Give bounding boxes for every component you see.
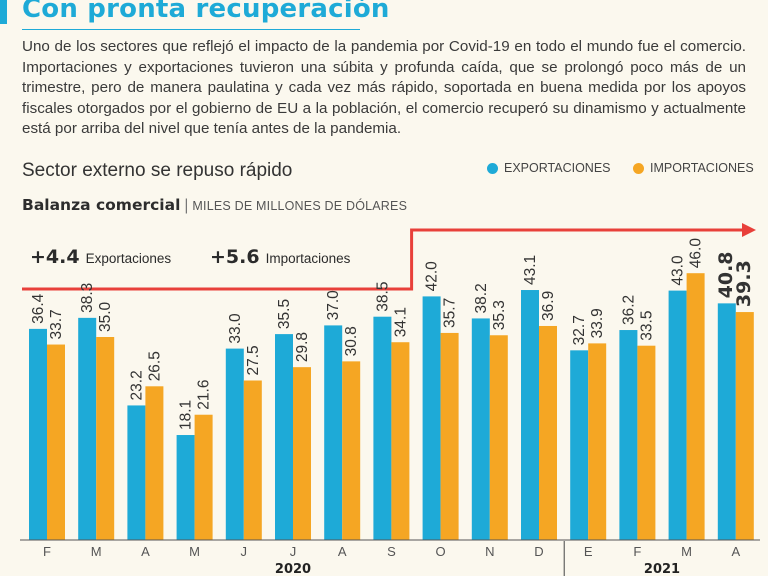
value-label-exportaciones-4: 33.0 bbox=[227, 313, 244, 344]
value-label-importaciones-9: 35.3 bbox=[491, 300, 508, 330]
chart-subtitle: Sector externo se repuso rápido bbox=[22, 160, 293, 181]
x-tick-label-12: F bbox=[633, 544, 641, 559]
chart-title: Balanza comercial | MILES DE MILLONES DE D… bbox=[22, 196, 408, 214]
legend-label-exportaciones: EXPORTACIONES bbox=[504, 161, 611, 175]
value-label-exportaciones-0: 36.4 bbox=[30, 293, 47, 324]
value-label-importaciones-1: 35.0 bbox=[97, 301, 114, 332]
year-label-2021: 2021 bbox=[644, 562, 680, 576]
value-label-exportaciones-5: 35.5 bbox=[276, 299, 293, 329]
bar-exportaciones-13 bbox=[668, 290, 687, 540]
bar-exportaciones-1 bbox=[78, 317, 97, 540]
bar-exportaciones-5 bbox=[275, 334, 293, 540]
bar-importaciones-6 bbox=[342, 361, 361, 540]
value-label-importaciones-5: 29.8 bbox=[294, 332, 311, 362]
x-tick-label-3: M bbox=[189, 544, 200, 559]
value-label-exportaciones-8: 42.0 bbox=[424, 261, 441, 292]
x-tick-label-5: J bbox=[290, 544, 297, 559]
x-tick-label-0: F bbox=[43, 544, 51, 559]
value-label-exportaciones-14: 40.8 bbox=[715, 251, 737, 298]
year-label-2020: 2020 bbox=[275, 562, 311, 576]
value-label-exportaciones-3: 18.1 bbox=[178, 400, 195, 430]
bar-importaciones-7 bbox=[391, 342, 410, 540]
bar-importaciones-9 bbox=[489, 335, 508, 540]
value-label-exportaciones-6: 37.0 bbox=[325, 290, 342, 321]
legend-dot-importaciones bbox=[633, 162, 644, 174]
x-tick-label-1: M bbox=[91, 544, 102, 559]
x-tick-label-14: A bbox=[731, 544, 740, 559]
value-label-importaciones-4: 27.5 bbox=[245, 345, 262, 375]
value-label-exportaciones-7: 38.5 bbox=[374, 282, 391, 312]
x-tick-label-10: D bbox=[534, 544, 543, 559]
trend-arrowhead bbox=[742, 223, 756, 237]
x-tick-label-11: E bbox=[584, 544, 593, 559]
bar-importaciones-13 bbox=[686, 273, 705, 540]
bar-exportaciones-6 bbox=[324, 325, 343, 540]
value-label-importaciones-8: 35.7 bbox=[442, 298, 459, 328]
value-label-exportaciones-12: 36.2 bbox=[620, 295, 637, 325]
bar-importaciones-2 bbox=[145, 386, 164, 540]
bar-exportaciones-3 bbox=[176, 435, 195, 540]
page-title: Con pronta recuperación bbox=[22, 0, 390, 24]
value-label-importaciones-10: 36.9 bbox=[540, 291, 557, 321]
bar-exportaciones-9 bbox=[471, 318, 490, 540]
bar-exportaciones-0 bbox=[29, 328, 47, 540]
value-label-importaciones-14: 39.3 bbox=[733, 260, 755, 307]
bar-importaciones-5 bbox=[293, 367, 311, 540]
legend-dot-exportaciones bbox=[487, 162, 498, 174]
bar-exportaciones-12 bbox=[619, 330, 638, 540]
title-accent-bar bbox=[0, 0, 7, 24]
bar-exportaciones-11 bbox=[570, 350, 589, 540]
value-label-exportaciones-13: 43.0 bbox=[670, 255, 687, 286]
bar-importaciones-0 bbox=[47, 344, 65, 540]
chart-unit: MILES DE MILLONES DE DÓLARES bbox=[192, 199, 408, 213]
legend-item-exportaciones: EXPORTACIONES bbox=[487, 161, 611, 175]
value-label-exportaciones-1: 38.3 bbox=[79, 283, 96, 313]
value-label-exportaciones-9: 38.2 bbox=[473, 283, 490, 313]
bar-importaciones-8 bbox=[440, 332, 459, 540]
bar-importaciones-14 bbox=[735, 312, 754, 540]
bar-exportaciones-4 bbox=[225, 348, 244, 540]
value-label-exportaciones-10: 43.1 bbox=[522, 255, 539, 285]
bar-importaciones-11 bbox=[588, 343, 607, 540]
title-underline bbox=[22, 29, 360, 30]
value-label-importaciones-12: 33.5 bbox=[638, 311, 655, 341]
bar-exportaciones-2 bbox=[127, 405, 146, 540]
x-tick-label-2: A bbox=[141, 544, 150, 559]
x-tick-label-9: N bbox=[485, 544, 494, 559]
bar-importaciones-12 bbox=[637, 345, 656, 540]
value-label-importaciones-2: 26.5 bbox=[146, 351, 163, 381]
x-tick-label-8: O bbox=[436, 544, 446, 559]
bar-importaciones-10 bbox=[539, 325, 557, 540]
bar-importaciones-4 bbox=[243, 380, 262, 540]
value-label-importaciones-3: 21.6 bbox=[196, 380, 213, 410]
annotation-label-0: +4.4 Exportaciones bbox=[30, 246, 171, 268]
bar-exportaciones-7 bbox=[373, 316, 392, 540]
value-label-exportaciones-11: 32.7 bbox=[571, 315, 588, 345]
bar-exportaciones-10 bbox=[521, 290, 539, 540]
x-tick-label-6: A bbox=[338, 544, 347, 559]
bar-importaciones-1 bbox=[96, 337, 115, 540]
value-label-importaciones-11: 33.9 bbox=[589, 308, 606, 338]
value-label-importaciones-0: 33.7 bbox=[48, 309, 65, 339]
legend-label-importaciones: IMPORTACIONES bbox=[650, 161, 754, 175]
value-label-importaciones-6: 30.8 bbox=[343, 326, 360, 356]
x-tick-label-13: M bbox=[681, 544, 692, 559]
value-label-exportaciones-2: 23.2 bbox=[128, 370, 145, 400]
x-tick-label-4: J bbox=[241, 544, 248, 559]
value-label-importaciones-13: 46.0 bbox=[688, 238, 705, 269]
bar-importaciones-3 bbox=[194, 414, 213, 540]
legend-item-importaciones: IMPORTACIONES bbox=[633, 161, 754, 175]
annotation-label-1: +5.6 Importaciones bbox=[210, 246, 351, 268]
bar-exportaciones-14 bbox=[717, 303, 736, 540]
bar-exportaciones-8 bbox=[422, 296, 441, 540]
x-tick-label-7: S bbox=[387, 544, 396, 559]
value-label-importaciones-7: 34.1 bbox=[392, 307, 409, 337]
intro-paragraph: Uno de los sectores que reflejó el impac… bbox=[22, 38, 746, 137]
step-trend-line bbox=[22, 228, 744, 291]
chart-title-text: Balanza comercial bbox=[22, 196, 181, 214]
